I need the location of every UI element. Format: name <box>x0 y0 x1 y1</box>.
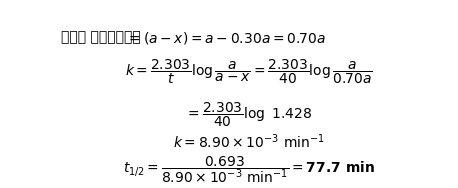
Text: $k = 8.90\times10^{-3}\ \mathrm{min}^{-1}$: $k = 8.90\times10^{-3}\ \mathrm{min}^{-1… <box>173 133 325 151</box>
Text: $k = \dfrac{2.303}{t}\log\dfrac{a}{a-x} = \dfrac{2.303}{40}\log\dfrac{a}{0.70a}$: $k = \dfrac{2.303}{t}\log\dfrac{a}{a-x} … <box>125 57 373 86</box>
Text: $= \dfrac{2.303}{40}\log\ 1.428$: $= \dfrac{2.303}{40}\log\ 1.428$ <box>185 101 312 129</box>
Text: शेष मात्रा: शेष मात्रा <box>61 30 145 44</box>
Text: $= (a - x) = a - 0.30a = 0.70a$: $= (a - x) = a - 0.30a = 0.70a$ <box>126 30 327 46</box>
Text: $t_{1/2} = \dfrac{0.693}{8.90\times10^{-3}\ \mathrm{min}^{-1}} = \mathbf{77.7\ m: $t_{1/2} = \dfrac{0.693}{8.90\times10^{-… <box>123 154 375 185</box>
